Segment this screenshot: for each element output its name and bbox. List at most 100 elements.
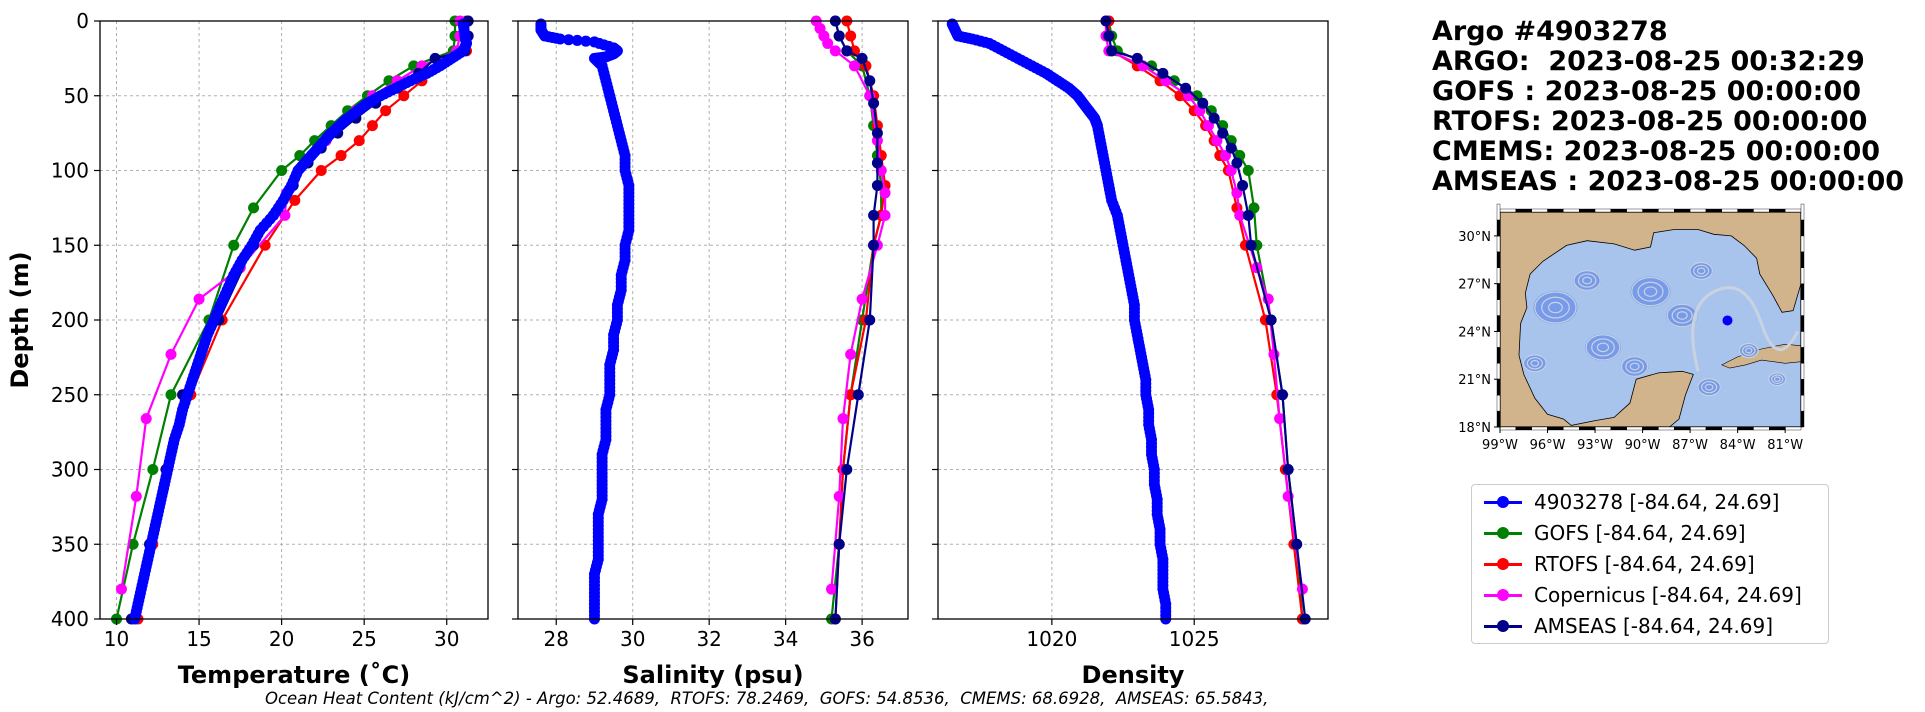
- data-point: [1231, 187, 1243, 199]
- map-border-tick: [1594, 426, 1612, 431]
- data-point: [554, 33, 566, 45]
- data-point: [848, 60, 860, 72]
- map-float-marker: [1722, 315, 1733, 326]
- data-point: [353, 135, 365, 147]
- data-point: [127, 538, 139, 550]
- inset-map: 30°N 27°N 24°N 21°N 18°N 99°W 96°W 93°W 90°W 87°W…: [1458, 203, 1805, 453]
- map-border-tick: [1496, 251, 1501, 268]
- data-point: [1265, 314, 1277, 326]
- plot-area: [111, 15, 474, 625]
- series-0: [946, 18, 1172, 625]
- map-body: [1500, 212, 1801, 427]
- x-axis-label: Salinity (psu): [622, 661, 803, 689]
- data-point: [845, 30, 857, 42]
- map-border-tick: [1800, 363, 1805, 380]
- map-border-tick: [1784, 426, 1802, 431]
- y-axis-label: Depth (m): [6, 251, 34, 388]
- data-point: [398, 90, 410, 102]
- map-streamline: [1671, 307, 1693, 324]
- map-border-tick: [1800, 251, 1805, 268]
- map-streamline: [1773, 376, 1781, 382]
- map-streamline: [1696, 267, 1706, 275]
- data-point: [871, 179, 883, 191]
- map-border-tick: [1563, 208, 1580, 213]
- data-point: [380, 105, 392, 117]
- data-point: [1225, 165, 1237, 176]
- map-border-tick: [1579, 426, 1596, 431]
- map-border-tick: [1800, 315, 1805, 332]
- legend-entry: AMSEAS [-84.64, 24.69]: [1484, 612, 1773, 640]
- data-point: [868, 239, 880, 251]
- map-border-tick: [1496, 203, 1501, 221]
- legend-label: RTOFS [-84.64, 24.69]: [1534, 552, 1755, 576]
- x-tick-label: 1020: [1026, 627, 1077, 651]
- data-point: [1217, 127, 1229, 139]
- y-tick-label: 50: [64, 84, 89, 108]
- legend-marker: [1484, 492, 1522, 512]
- data-point: [366, 120, 378, 132]
- data-point: [1282, 464, 1294, 475]
- map-border-tick: [1800, 299, 1805, 316]
- plot-area: [946, 15, 1311, 625]
- legend-entry: 4903278 [-84.64, 24.69]: [1484, 488, 1779, 516]
- map-streamline: [1591, 338, 1615, 357]
- map-border-tick: [1674, 426, 1691, 431]
- data-point: [1274, 413, 1286, 425]
- map-border-tick: [1737, 426, 1754, 431]
- data-point: [868, 97, 880, 109]
- x-tick-label: 30: [434, 627, 459, 651]
- data-point: [1237, 179, 1249, 191]
- series-4: [829, 15, 883, 625]
- map-streamline: [1771, 374, 1784, 385]
- map-border-tick: [1610, 208, 1627, 213]
- map-border-tick: [1594, 208, 1612, 213]
- map-border-tick: [1753, 426, 1770, 431]
- data-point: [1242, 165, 1254, 176]
- x-tick-label: 36: [849, 627, 874, 651]
- series-2: [132, 15, 473, 625]
- x-axis-label: Density: [1082, 661, 1185, 689]
- map-streamline: [1741, 345, 1756, 356]
- map-border-tick: [1642, 208, 1659, 213]
- data-point: [833, 538, 845, 550]
- data-point: [1208, 112, 1220, 124]
- data-point: [1103, 30, 1115, 42]
- legend-entry: Copernicus [-84.64, 24.69]: [1484, 581, 1802, 609]
- map-border-tick: [1547, 426, 1564, 431]
- legend-marker: [1484, 554, 1522, 574]
- data-point: [879, 187, 891, 199]
- map-eddy: [1630, 276, 1671, 307]
- series-line: [834, 20, 879, 620]
- map-streamline: [1629, 362, 1640, 371]
- map-eddy: [1697, 378, 1722, 397]
- map-border-tick: [1531, 426, 1548, 431]
- y-tick-label: 350: [51, 532, 89, 556]
- data-point: [115, 583, 127, 595]
- map-streamline: [1573, 270, 1601, 291]
- map-streamline: [1738, 342, 1759, 359]
- map-eddy: [1666, 303, 1699, 328]
- data-point: [1234, 209, 1246, 221]
- data-point: [335, 150, 347, 162]
- map-eddy: [1584, 333, 1621, 361]
- y-tick-label: 300: [51, 458, 89, 482]
- map-border-tick: [1705, 208, 1722, 213]
- map-streamline: [1541, 296, 1570, 319]
- map-border-tick: [1563, 426, 1580, 431]
- legend-label: Copernicus [-84.64, 24.69]: [1534, 583, 1802, 607]
- map-streamline: [1585, 334, 1621, 361]
- map-lon-label: 81°W: [1767, 438, 1803, 453]
- data-point: [833, 30, 845, 42]
- legend-label: AMSEAS [-84.64, 24.69]: [1534, 614, 1774, 638]
- data-point: [833, 490, 845, 502]
- legend-label: 4903278 [-84.64, 24.69]: [1534, 490, 1780, 514]
- map-border-tick: [1800, 235, 1805, 253]
- map-border-tick: [1496, 219, 1501, 237]
- series-0: [129, 18, 473, 625]
- map-lon-label: 87°W: [1672, 438, 1708, 453]
- map-border-tick: [1721, 426, 1738, 431]
- info-line-argo-id: Argo #4903278: [1432, 16, 1668, 47]
- map-streamline: [1620, 356, 1649, 377]
- map-border-tick: [1610, 426, 1627, 431]
- x-tick-label: 20: [269, 627, 294, 651]
